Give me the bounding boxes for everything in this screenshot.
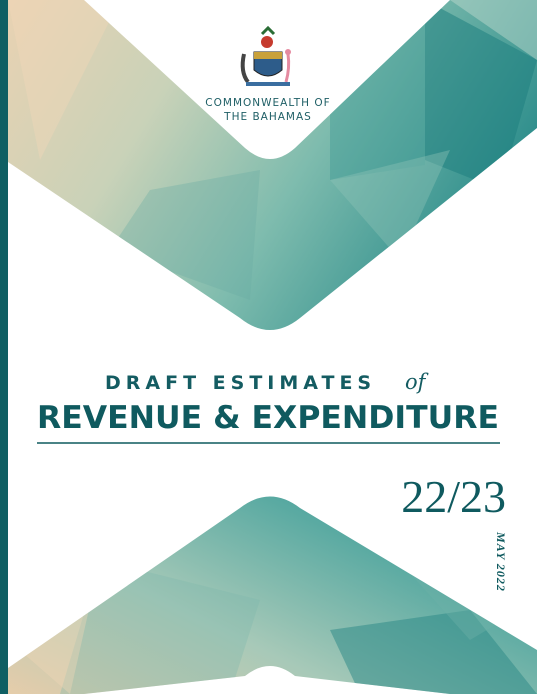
header-line: COMMONWEALTH OF — [205, 97, 330, 109]
title-main: REVENUE & EXPENDITURE — [37, 400, 499, 436]
date: MAY 2022 — [494, 531, 508, 592]
header-line: THE BAHAMAS — [223, 111, 312, 123]
fiscal-year: 22/23 — [401, 471, 506, 522]
title-line: DRAFT ESTIMATES — [105, 372, 376, 394]
title-connector: of — [405, 370, 429, 394]
coat-of-arms — [240, 25, 291, 86]
left-border — [0, 0, 8, 694]
